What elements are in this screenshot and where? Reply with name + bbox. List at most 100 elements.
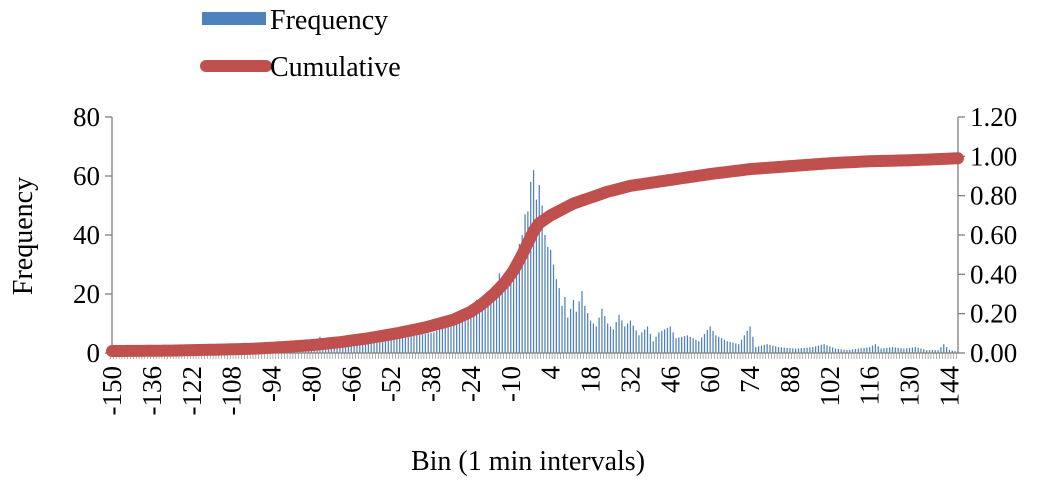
frequency-bar [504,279,506,353]
frequency-bar [769,344,771,353]
frequency-bar [350,341,352,353]
frequency-bar [880,348,882,353]
frequency-bar [777,347,780,353]
x-tick-label: 88 [775,366,805,393]
frequency-bar [558,288,560,353]
frequency-bar [342,344,344,353]
frequency-bar [521,235,523,353]
x-tick-label: 102 [815,366,845,407]
frequency-bar [390,339,392,353]
x-tick-label: 144 [935,366,965,407]
frequency-bar [698,341,700,353]
frequency-bar [478,301,481,354]
x-tick-label: -52 [376,366,406,402]
y2-tick-label: 1.20 [970,102,1017,132]
frequency-bar [937,350,939,353]
frequency-bar [587,313,589,353]
x-tick-label: -150 [97,366,127,416]
frequency-bar [911,347,914,353]
y-axis-title: Frequency [8,177,39,295]
frequency-bar [814,346,817,353]
frequency-bar [362,343,364,353]
frequency-bar [877,346,879,353]
frequency-bar [626,323,629,353]
frequency-bar [424,333,426,353]
x-axis-title: Bin (1 min intervals) [411,446,645,477]
frequency-bar [906,348,908,353]
y-tick-label: 80 [73,102,100,132]
x-tick-label: 60 [695,366,725,393]
frequency-bar [527,211,529,353]
frequency-bar [584,305,586,353]
frequency-bar [498,273,501,353]
frequency-bar [928,350,931,353]
frequency-bar [464,315,466,353]
frequency-bar [857,348,859,353]
frequency-bar [413,335,415,353]
frequency-bar [336,344,338,353]
frequency-bar [903,348,905,353]
frequency-bar [575,311,577,353]
frequency-bar [507,271,509,354]
frequency-bar [513,267,515,353]
frequency-bar [604,316,606,354]
frequency-bar [834,348,837,353]
frequency-bar [535,199,538,353]
frequency-bar [532,170,535,353]
frequency-bar [920,348,922,353]
frequency-bar [940,347,942,353]
frequency-bar [572,299,575,353]
frequency-bar [376,342,378,353]
frequency-bar [607,323,609,353]
frequency-bar [475,299,478,353]
frequency-bar [883,348,885,353]
y2-tick-label: 0.00 [970,338,1017,368]
frequency-bar [550,249,552,353]
frequency-bar [379,341,381,353]
frequency-bar [547,246,549,353]
frequency-bar [792,348,794,353]
frequency-bar [820,344,822,353]
x-tick-label: -10 [496,366,526,402]
frequency-bar [712,330,714,354]
frequency-bar [661,330,663,354]
frequency-bar [908,347,911,353]
frequency-bar [945,347,948,353]
frequency-bar [453,320,455,353]
frequency-bar [795,348,797,353]
frequency-bar [487,291,489,353]
frequency-bar [515,270,518,353]
frequency-bar [729,341,731,353]
frequency-bar [433,332,435,353]
frequency-bar [624,326,626,353]
frequency-bar [926,350,928,353]
frequency-bar [692,338,694,353]
frequency-bar [683,336,686,353]
x-tick-label: -80 [296,366,326,402]
frequency-bar [555,279,557,353]
frequency-bar [581,291,583,353]
y2-tick-label: 0.60 [970,220,1017,250]
legend: Frequency Cumulative [200,5,401,83]
x-tick-label: 46 [655,366,685,393]
frequency-bar [681,336,683,353]
frequency-bar [806,347,808,353]
y-tick-label: 60 [73,161,100,191]
frequency-bar [612,329,614,353]
frequency-bar [854,348,857,353]
frequency-bar [407,332,409,353]
frequency-bar [874,344,877,353]
x-tick-label: 32 [615,366,645,393]
frequency-bar [678,337,680,353]
frequency-bar [934,350,936,353]
frequency-bar [837,348,839,353]
x-tick-label: -122 [177,366,207,416]
frequency-bar [552,264,555,353]
frequency-bar [621,320,623,353]
frequency-bar [863,347,865,353]
frequency-bar [530,181,532,353]
frequency-bar [900,348,902,353]
frequency-bar [635,330,637,353]
frequency-bar [578,301,580,354]
frequency-bar [686,335,689,353]
